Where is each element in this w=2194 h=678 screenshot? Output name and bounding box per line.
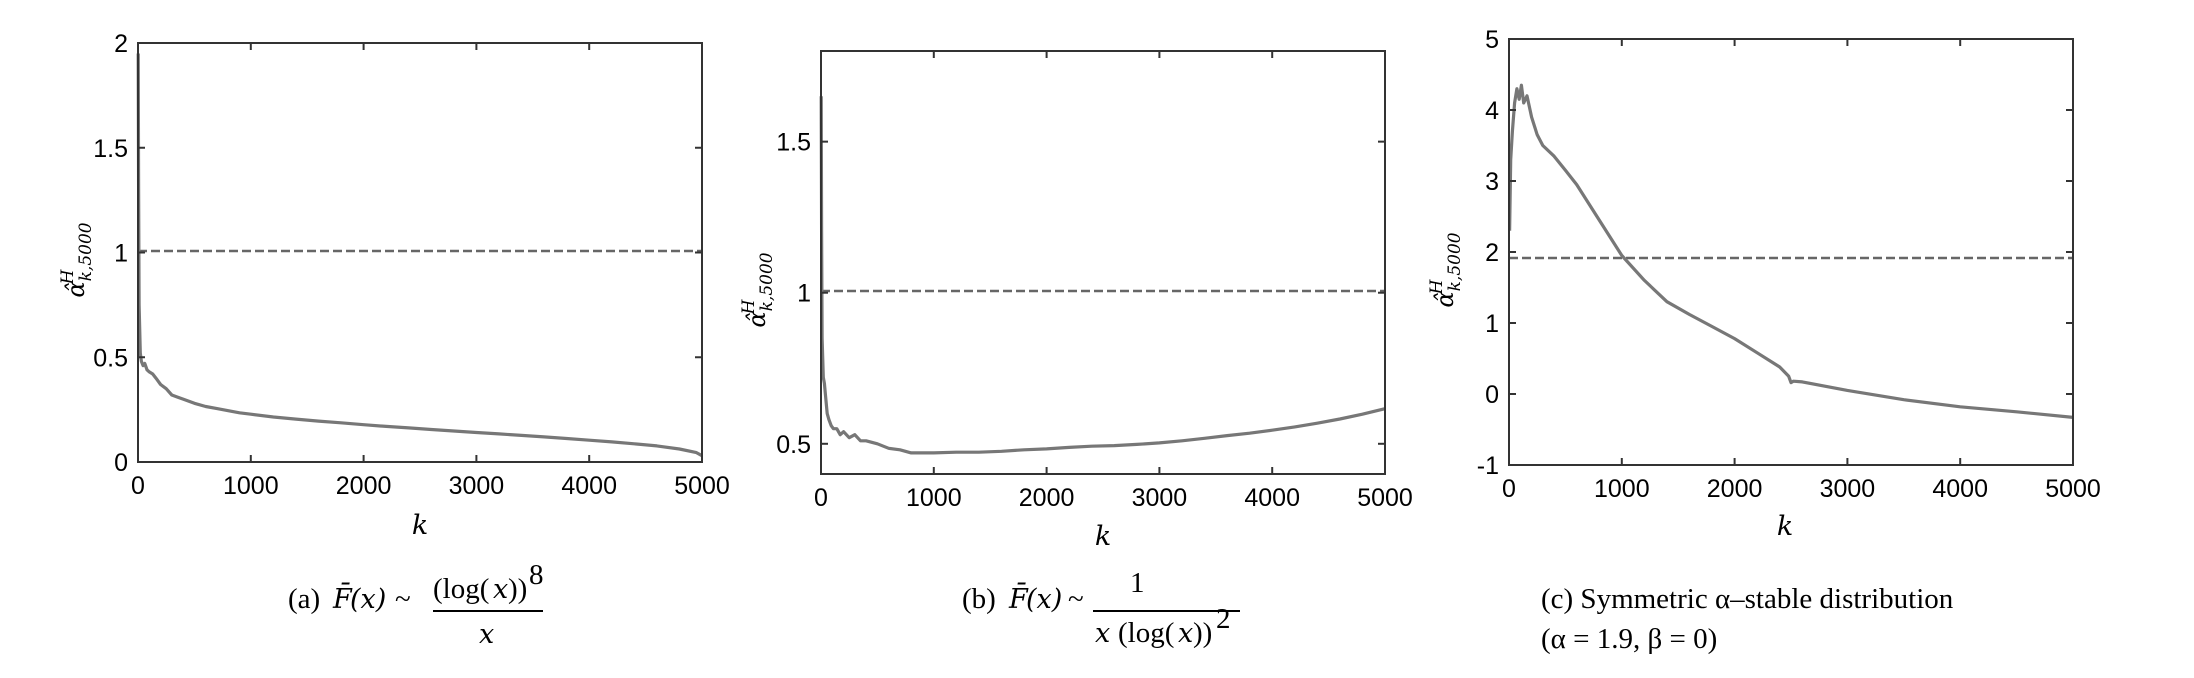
- x-axis-label-c: k: [1777, 511, 1793, 542]
- svg-text:F̄: F̄: [1008, 581, 1029, 615]
- x-tick-label: 2000: [1707, 475, 1763, 503]
- plot-frame-b: [820, 50, 1386, 475]
- x-tick-label: 1000: [223, 472, 279, 500]
- x-tick-label: 2000: [1019, 484, 1075, 512]
- y-tick-label: 2: [114, 30, 128, 58]
- svg-text:α̂k,5000H: α̂k,5000H: [58, 222, 96, 297]
- x-tick-label: 4000: [1932, 475, 1988, 503]
- caption-a: (a) F̄ (x) ~ (log( x )) 8 x: [288, 559, 544, 650]
- y-tick-label: 3: [1485, 168, 1499, 196]
- svg-text:(x): (x): [1026, 584, 1062, 615]
- svg-text:1: 1: [1130, 567, 1145, 599]
- svg-text:)): )): [1193, 617, 1212, 649]
- y-tick-label: 1.5: [776, 129, 811, 157]
- svg-text:F̄: F̄: [332, 581, 353, 615]
- svg-text:(x): (x): [350, 584, 386, 615]
- svg-text:~: ~: [395, 583, 411, 615]
- x-tick-label: 0: [131, 472, 145, 500]
- x-tick-label: 3000: [1820, 475, 1876, 503]
- x-tick-label: 4000: [561, 472, 617, 500]
- y-tick-label: 0.5: [93, 344, 128, 372]
- x-tick-label: 0: [814, 484, 828, 512]
- x-tick-label: 3000: [1132, 484, 1188, 512]
- x-tick-label: 1000: [906, 484, 962, 512]
- svg-text:(log(: (log(: [1118, 617, 1174, 649]
- x-tick-label: 0: [1502, 475, 1516, 503]
- svg-text:(b): (b): [962, 583, 996, 615]
- svg-text:)): )): [508, 573, 527, 605]
- y-tick-label: 4: [1485, 97, 1499, 125]
- x-axis-label-b: k: [1095, 521, 1111, 552]
- x-tick-label: 5000: [674, 472, 730, 500]
- y-tick-label: 5: [1485, 26, 1499, 54]
- caption-c: (c) Symmetric α–stable distribution (α =…: [1541, 583, 1954, 655]
- y-tick-label: 0.5: [776, 431, 811, 459]
- y-tick-label: 1: [1485, 310, 1499, 338]
- svg-text:α̂k,5000H: α̂k,5000H: [739, 252, 777, 327]
- series-line-c: [1508, 83, 2074, 419]
- series-line-b: [819, 96, 1386, 455]
- x-tick-label: 4000: [1244, 484, 1300, 512]
- svg-text:x: x: [1178, 618, 1193, 649]
- series-line-a: [136, 53, 703, 458]
- panel-a: 0 1000 2000 3000 4000 5000 0 0.5 1 1.5 2 k α̂k,500…: [58, 30, 730, 650]
- caption-c-line2: (α = 1.9, β = 0): [1541, 623, 1717, 655]
- panel-b: 0 1000 2000 3000 4000 5000 0.5 1 1.5 k α̂k,5000H…: [739, 50, 1413, 649]
- y-tick-label: 0: [114, 449, 128, 477]
- svg-text:x: x: [1095, 618, 1110, 649]
- x-tick-label: 5000: [2045, 475, 2101, 503]
- svg-text:8: 8: [529, 559, 544, 591]
- plot-frame-a: [137, 42, 703, 463]
- y-tick-label: 1.5: [93, 135, 128, 163]
- x-tick-label: 5000: [1357, 484, 1413, 512]
- y-axis-label-a: α̂k,5000H: [58, 222, 96, 297]
- y-tick-label: 1: [797, 280, 811, 308]
- x-tick-label: 1000: [1594, 475, 1650, 503]
- x-tick-label: 2000: [336, 472, 392, 500]
- y-axis-label-b: α̂k,5000H: [739, 252, 777, 327]
- svg-text:(a): (a): [288, 583, 320, 615]
- svg-text:x: x: [479, 619, 494, 650]
- svg-text:2: 2: [1216, 603, 1231, 635]
- y-tick-label: 2: [1485, 239, 1499, 267]
- plot-frame-c: [1508, 38, 2074, 466]
- y-axis-label-c: α̂k,5000H: [1427, 232, 1465, 307]
- svg-text:α̂k,5000H: α̂k,5000H: [1427, 232, 1465, 307]
- y-tick-label: -1: [1477, 452, 1499, 480]
- svg-text:x: x: [493, 574, 508, 605]
- y-tick-label: 0: [1485, 381, 1499, 409]
- svg-text:~: ~: [1068, 583, 1084, 615]
- x-tick-label: 3000: [449, 472, 505, 500]
- svg-text:(log(: (log(: [433, 573, 489, 605]
- caption-c-line1: (c) Symmetric α–stable distribution: [1541, 583, 1954, 615]
- y-tick-label: 1: [114, 240, 128, 268]
- caption-b: (b) F̄ (x) ~ 1 x (log( x )) 2: [962, 567, 1240, 649]
- x-axis-label-a: k: [412, 510, 428, 541]
